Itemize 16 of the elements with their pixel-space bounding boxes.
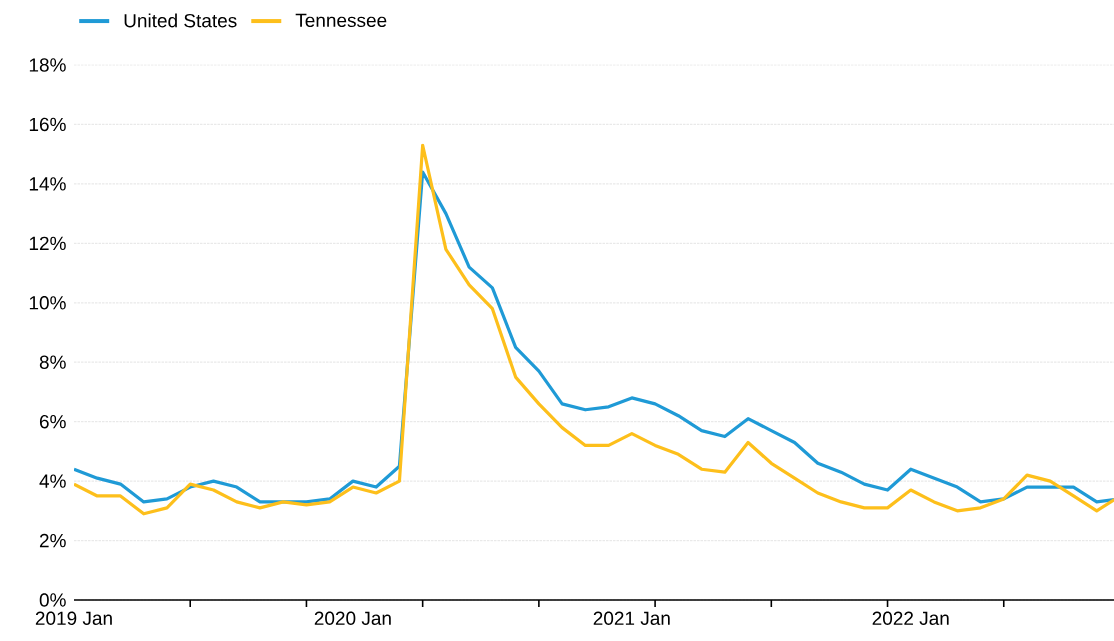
x-tick-label: 2021 Jan: [593, 611, 670, 625]
legend-label: Tennessee: [295, 13, 387, 28]
y-tick-label: 2%: [39, 533, 66, 548]
y-tick-label: 10%: [29, 296, 66, 310]
y-tick-label: 16%: [29, 117, 66, 132]
y-tick-label: 6%: [39, 414, 66, 429]
legend-label: United States: [124, 13, 237, 28]
x-tick-label: 2022 Jan: [872, 611, 949, 625]
y-tick-label: 8%: [39, 355, 66, 369]
x-tick-label: 2020 Jan: [314, 611, 391, 625]
y-tick-label: 4%: [39, 474, 66, 488]
y-tick-label: 18%: [29, 58, 66, 72]
x-tick-label: 2019 Jan: [35, 611, 112, 625]
y-tick-label: 0%: [39, 593, 66, 607]
y-tick-label: 12%: [29, 236, 66, 251]
y-tick-label: 14%: [29, 177, 66, 191]
